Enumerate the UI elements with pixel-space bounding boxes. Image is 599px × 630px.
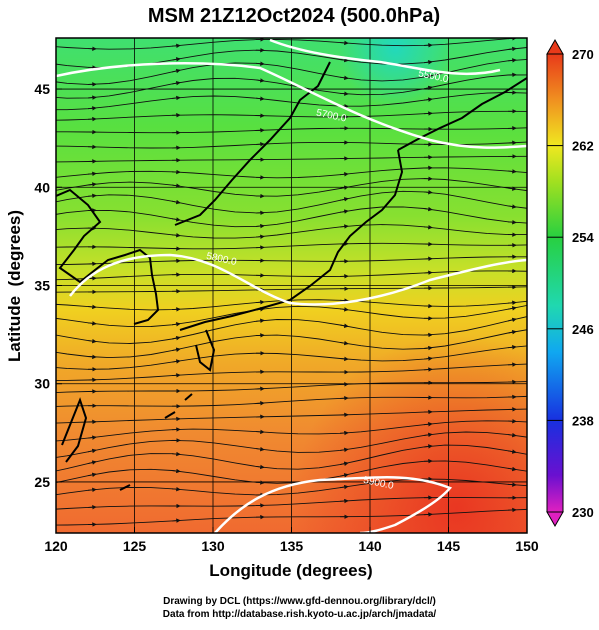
colorbar-tick-label: 230 xyxy=(572,505,594,520)
streamline-arrow xyxy=(172,454,180,455)
x-tick-label: 125 xyxy=(123,538,147,554)
streamline-arrow xyxy=(256,226,264,227)
y-tick-label: 40 xyxy=(34,179,50,195)
colorbar-tick-label: 254 xyxy=(572,230,594,245)
streamline-arrow xyxy=(88,357,96,358)
colorbar-tick-label: 270 xyxy=(572,47,594,62)
streamline-arrow xyxy=(340,501,348,502)
colorbar-tick-label: 246 xyxy=(572,322,594,337)
colorbar-bottom-triangle xyxy=(547,512,563,526)
x-tick-label: 150 xyxy=(515,538,539,554)
streamline-arrow xyxy=(172,375,180,376)
x-tick-label: 140 xyxy=(358,538,382,554)
y-tick-label: 35 xyxy=(34,278,50,294)
colorbar-tick-label: 238 xyxy=(572,413,594,428)
chart-title: MSM 21Z12Oct2024 (500.0hPa) xyxy=(148,5,440,27)
x-tick-label: 120 xyxy=(44,538,68,554)
streamline-arrow xyxy=(340,433,348,434)
streamline-arrow xyxy=(172,520,180,521)
colorbar-scale xyxy=(547,54,563,512)
x-axis-label: Longitude (degrees) xyxy=(209,561,372,580)
x-tick-label: 135 xyxy=(280,538,304,554)
streamline-arrow xyxy=(256,403,264,404)
y-tick-label: 45 xyxy=(34,81,50,97)
x-tick-label: 145 xyxy=(437,538,461,554)
streamline-arrow xyxy=(508,171,516,172)
x-tick-label: 130 xyxy=(201,538,225,554)
streamline-arrow xyxy=(256,482,264,483)
colorbar-top-triangle xyxy=(547,40,563,54)
footer-credit-data: Data from http://database.rish.kyoto-u.a… xyxy=(0,609,599,620)
colorbar: 230 238 246 254 262 270 xyxy=(547,40,594,526)
streamline-arrow xyxy=(424,369,432,370)
streamline-arrow xyxy=(256,432,264,433)
y-tick-label: 25 xyxy=(34,474,50,490)
streamline-arrow xyxy=(508,484,516,485)
streamline-arrow xyxy=(88,307,96,308)
footer-credit-dcl: Drawing by DCL (https://www.gfd-dennou.o… xyxy=(0,596,599,607)
y-tick-label: 30 xyxy=(34,376,50,392)
y-axis-label: Latitude (degrees) xyxy=(5,210,24,362)
colorbar-tick-label: 262 xyxy=(572,139,594,154)
streamline-arrow xyxy=(88,97,96,98)
streamline-arrow xyxy=(340,43,348,44)
